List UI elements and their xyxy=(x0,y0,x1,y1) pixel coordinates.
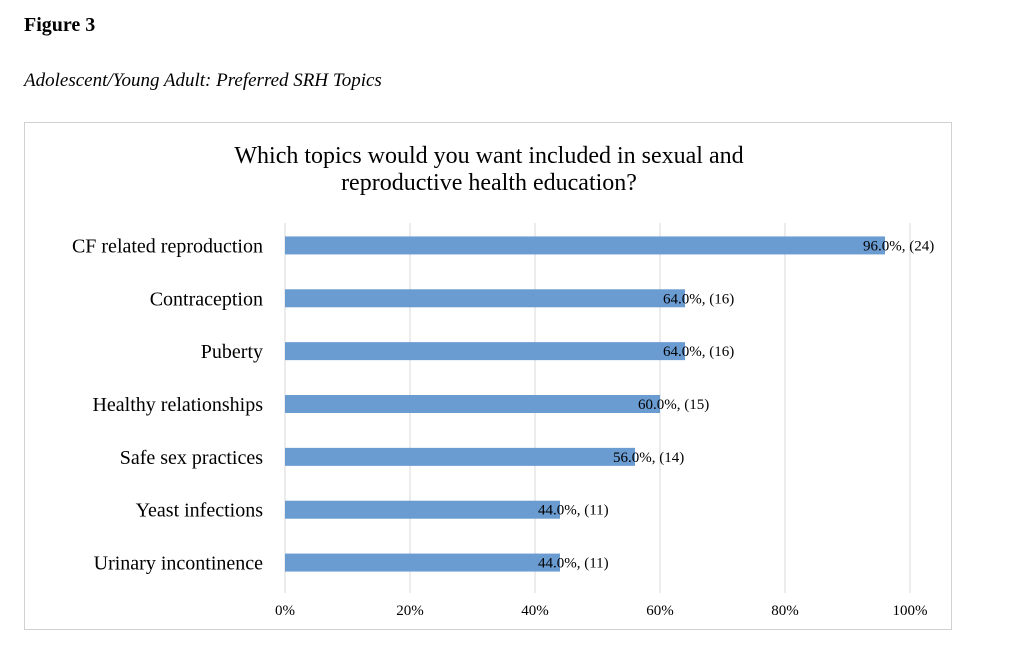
x-tick-label: 40% xyxy=(521,603,549,619)
bar xyxy=(285,553,560,572)
data-label: 64.0%, (16) xyxy=(663,291,734,307)
bar xyxy=(285,236,885,255)
x-tick-label: 20% xyxy=(396,603,424,619)
bar xyxy=(285,342,685,361)
chart-container: Which topics would you want included in … xyxy=(24,122,952,630)
figure-caption: Adolescent/Young Adult: Preferred SRH To… xyxy=(24,70,382,91)
chart-title-line: Which topics would you want included in … xyxy=(234,143,743,169)
category-label: Safe sex practices xyxy=(120,447,263,469)
data-label: 60.0%, (15) xyxy=(638,397,709,413)
category-label: Healthy relationships xyxy=(92,394,263,416)
category-label: Urinary incontinence xyxy=(94,553,263,575)
bar xyxy=(285,500,560,519)
x-tick-label: 60% xyxy=(646,603,674,619)
bar xyxy=(285,289,685,308)
bar-chart: Which topics would you want included in … xyxy=(72,143,934,619)
data-label: 96.0%, (24) xyxy=(863,238,934,254)
chart-title-line: reproductive health education? xyxy=(341,170,637,196)
category-label: Contraception xyxy=(150,288,263,310)
bar xyxy=(285,447,635,466)
category-label: CF related reproduction xyxy=(72,235,263,257)
bar xyxy=(285,395,660,413)
data-label: 44.0%, (11) xyxy=(538,503,609,519)
data-label: 44.0%, (11) xyxy=(538,556,609,572)
x-tick-label: 100% xyxy=(893,603,928,619)
x-tick-label: 80% xyxy=(771,603,799,619)
data-label: 64.0%, (16) xyxy=(663,344,734,360)
figure-label: Figure 3 xyxy=(24,14,96,36)
category-label: Puberty xyxy=(201,341,263,363)
data-label: 56.0%, (14) xyxy=(613,450,684,466)
category-label: Yeast infections xyxy=(136,500,264,522)
x-tick-label: 0% xyxy=(275,603,295,619)
